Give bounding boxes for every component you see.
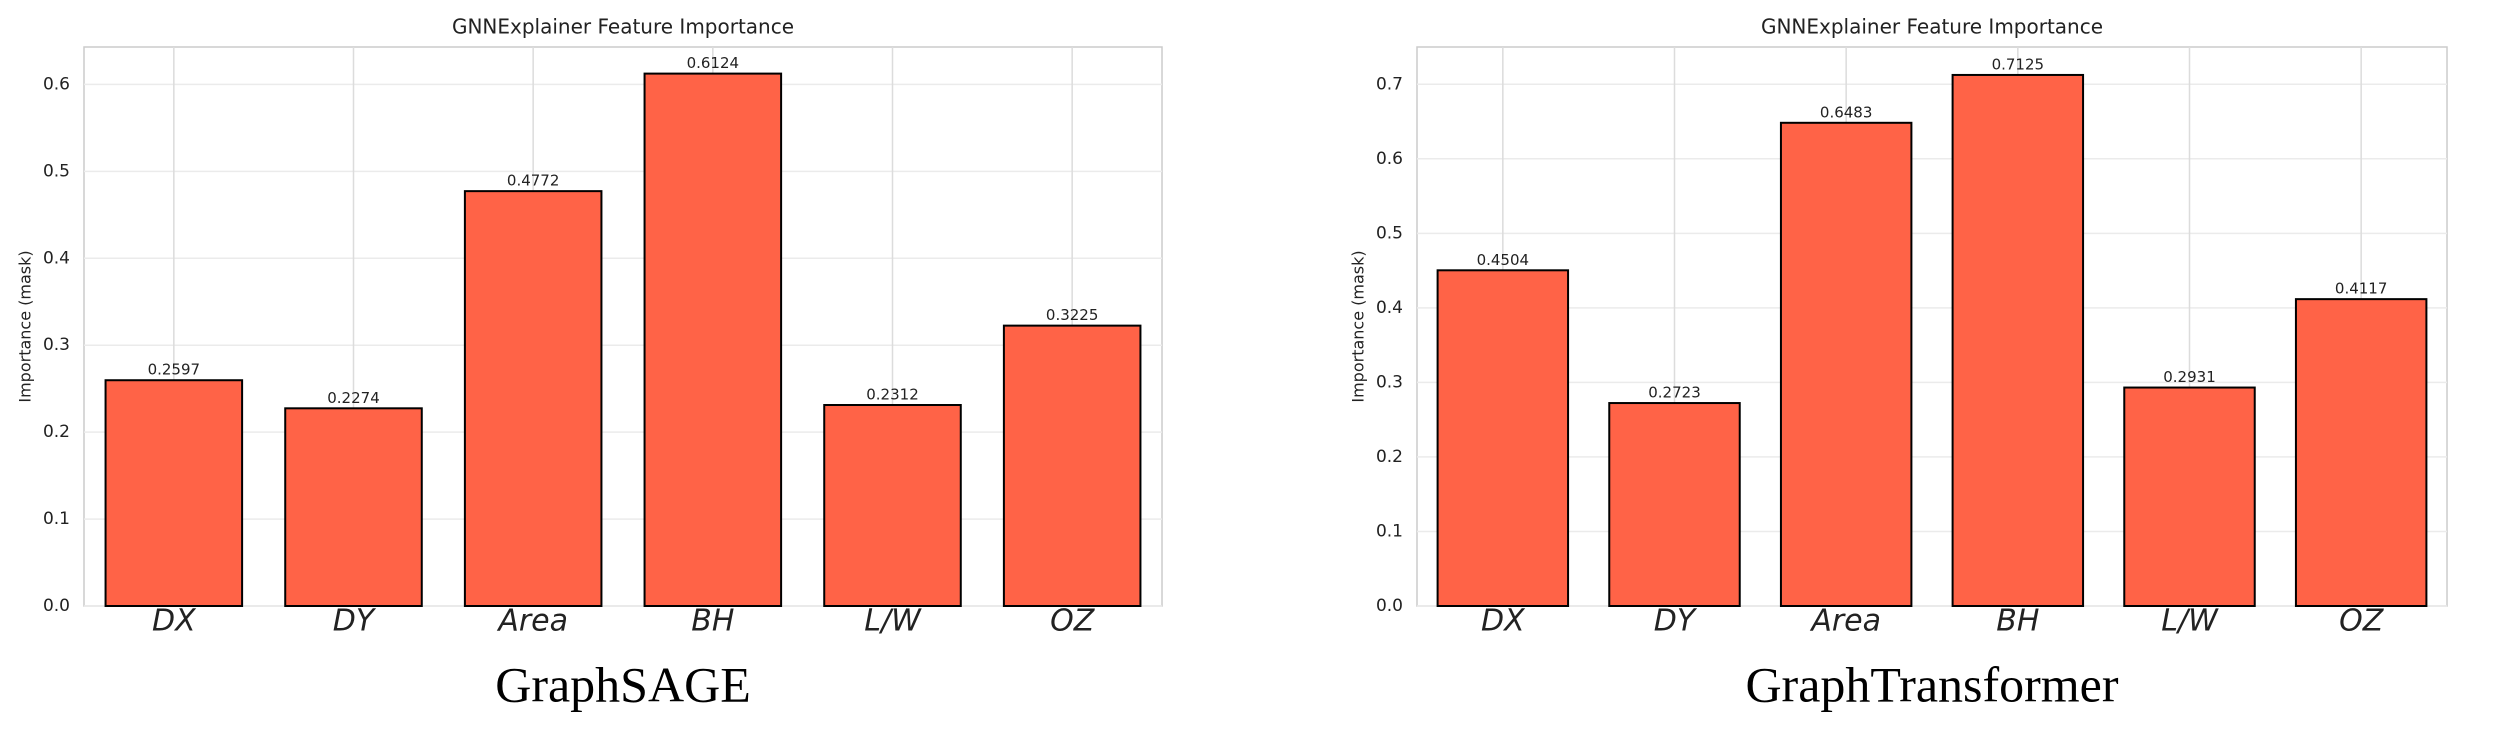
bar xyxy=(643,72,783,608)
value-label: 0.4504 xyxy=(1477,251,1530,269)
value-label: 0.2931 xyxy=(2163,368,2216,386)
y-tick-label: 0.6 xyxy=(43,74,70,94)
y-tick-label: 0.5 xyxy=(43,161,70,181)
value-label: 0.6124 xyxy=(687,54,740,72)
value-label: 0.2723 xyxy=(1648,384,1701,402)
y-tick-label: 0.1 xyxy=(1376,521,1403,541)
y-tick-label: 0.0 xyxy=(43,596,70,616)
value-label: 0.2274 xyxy=(327,389,380,407)
bar xyxy=(104,379,244,607)
x-tick-label: Area xyxy=(1809,604,1881,639)
caption: GraphSAGE xyxy=(495,656,751,712)
y-tick-label: 0.2 xyxy=(1376,447,1403,467)
chart-title: GNNExplainer Feature Importance xyxy=(1761,15,2103,39)
x-tick-label: BH xyxy=(691,604,734,639)
y-tick-label: 0.5 xyxy=(1376,223,1403,243)
value-label: 0.4772 xyxy=(507,172,560,190)
bar xyxy=(2294,298,2428,607)
value-label: 0.3225 xyxy=(1046,306,1099,324)
bar xyxy=(463,190,603,607)
value-label: 0.4117 xyxy=(2335,280,2388,298)
y-tick-label: 0.4 xyxy=(1376,298,1403,318)
plot-area xyxy=(83,46,1163,607)
value-label: 0.2312 xyxy=(866,386,919,404)
y-tick-label: 0.0 xyxy=(1376,596,1403,616)
x-tick-label: DX xyxy=(1481,604,1526,639)
x-tick-label: L/W xyxy=(864,604,922,639)
bar xyxy=(1608,402,1741,608)
value-label: 0.6483 xyxy=(1820,103,1873,121)
bar xyxy=(2123,386,2256,607)
x-tick-label: OZ xyxy=(1050,604,1096,639)
value-label: 0.7125 xyxy=(1992,55,2045,73)
y-tick-label: 0.3 xyxy=(43,335,70,355)
x-tick-label: OZ xyxy=(2339,604,2385,639)
value-label: 0.2597 xyxy=(148,361,201,379)
y-tick-label: 0.4 xyxy=(43,248,70,268)
bar xyxy=(284,407,423,608)
y-tick-label: 0.3 xyxy=(1376,372,1403,392)
y-tick-label: 0.6 xyxy=(1376,149,1403,169)
bar xyxy=(1002,324,1142,607)
x-tick-label: BH xyxy=(1996,604,2039,639)
bar xyxy=(1436,269,1570,607)
bar xyxy=(1779,121,1913,607)
x-tick-label: L/W xyxy=(2161,604,2219,639)
y-axis-label: Importance (mask) xyxy=(1349,250,1368,402)
bar xyxy=(823,404,962,607)
chart-title: GNNExplainer Feature Importance xyxy=(452,15,794,39)
y-tick-label: 0.7 xyxy=(1376,74,1403,94)
caption: GraphTransformer xyxy=(1745,656,2118,712)
x-tick-label: DY xyxy=(333,604,377,639)
x-tick-label: Area xyxy=(496,604,568,639)
bar xyxy=(1951,73,2085,607)
y-axis-label: Importance (mask) xyxy=(16,250,35,402)
plot-area xyxy=(1416,46,2448,607)
x-tick-label: DY xyxy=(1654,604,1698,639)
x-tick-label: DX xyxy=(152,604,197,639)
y-tick-label: 0.1 xyxy=(43,509,70,529)
y-tick-label: 0.2 xyxy=(43,422,70,442)
